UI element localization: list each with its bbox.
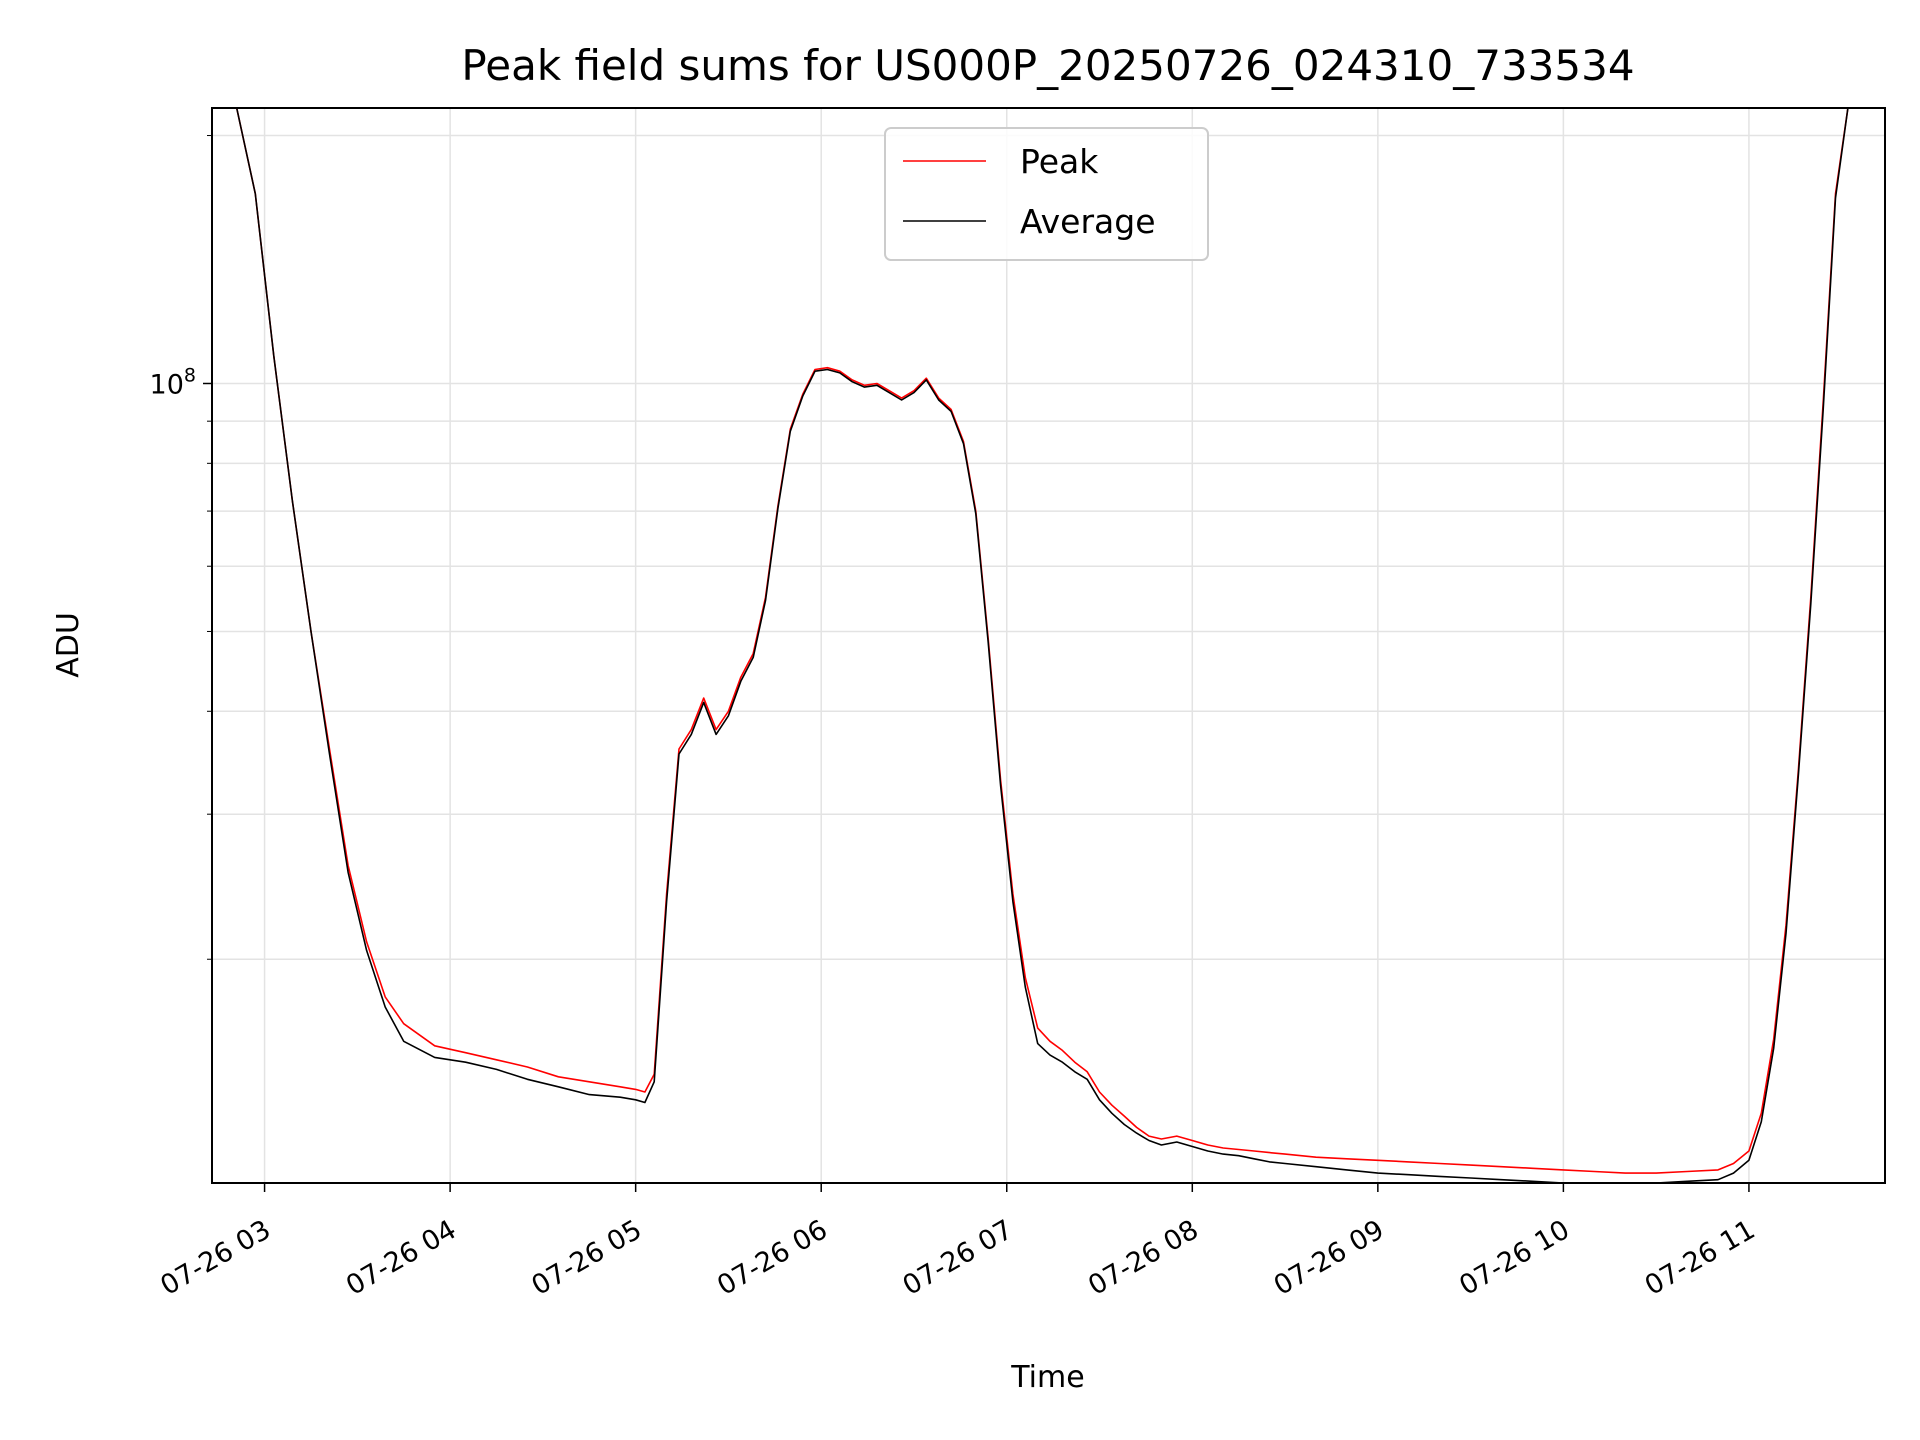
series-line-average (212, 108, 1885, 1183)
series-layer (212, 108, 1885, 1183)
y-axis-label: ADU (51, 612, 86, 678)
y-axis: 108 (150, 135, 212, 960)
gridlines (212, 108, 1885, 1183)
chart-title: Peak field sums for US000P_20250726_0243… (461, 41, 1634, 90)
x-axis-label: Time (1010, 1360, 1084, 1395)
legend-label-average: Average (1020, 202, 1156, 241)
plot-frame (211, 107, 1886, 1184)
legend: Peak Average (884, 127, 1209, 261)
legend-label-peak: Peak (1020, 142, 1099, 181)
y-tick-label: 108 (150, 364, 196, 400)
